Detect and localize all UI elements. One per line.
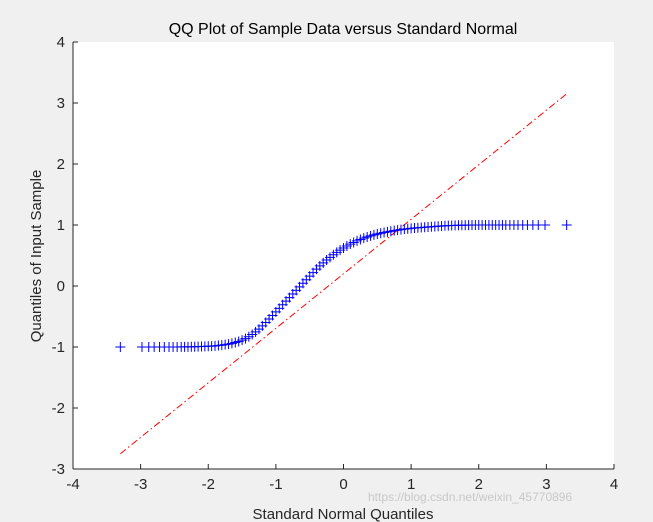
y-tick-label: -3 <box>52 461 65 478</box>
x-tick-label: -3 <box>134 476 147 493</box>
y-tick-label: 0 <box>57 278 65 295</box>
y-tick-label: 3 <box>57 95 65 112</box>
reference-line <box>120 93 567 455</box>
x-tick-label: -2 <box>202 476 215 493</box>
data-point-marker <box>561 220 572 230</box>
x-tick-label: 0 <box>339 476 347 493</box>
x-tick-label: 3 <box>542 476 550 493</box>
watermark-text: https://blog.csdn.net/weixin_45770896 <box>368 490 573 504</box>
x-axis-label: Standard Normal Quantiles <box>253 506 434 522</box>
data-point-marker <box>540 220 551 230</box>
plot-area <box>73 42 614 469</box>
sample-markers <box>115 220 572 352</box>
y-tick-label: 1 <box>57 217 65 234</box>
x-tick-label: 4 <box>610 476 618 493</box>
chart-title: QQ Plot of Sample Data versus Standard N… <box>169 21 518 38</box>
y-tick-label: -1 <box>52 339 65 356</box>
reference-line-layer <box>120 93 567 455</box>
x-ticks: -4 -3 -2 -1 0 1 2 3 4 <box>66 464 618 493</box>
y-tick-label: -2 <box>52 400 65 417</box>
y-axis-label: Quantiles of Input Sample <box>28 170 45 343</box>
x-tick-label: 1 <box>407 476 415 493</box>
x-tick-label: -4 <box>66 476 79 493</box>
y-ticks: -3 -2 -1 0 1 2 3 4 <box>52 34 78 478</box>
x-tick-label: -1 <box>269 476 282 493</box>
y-tick-label: 4 <box>57 34 65 51</box>
x-tick-label: 2 <box>475 476 483 493</box>
y-tick-label: 2 <box>57 156 65 173</box>
data-point-marker <box>115 342 126 352</box>
